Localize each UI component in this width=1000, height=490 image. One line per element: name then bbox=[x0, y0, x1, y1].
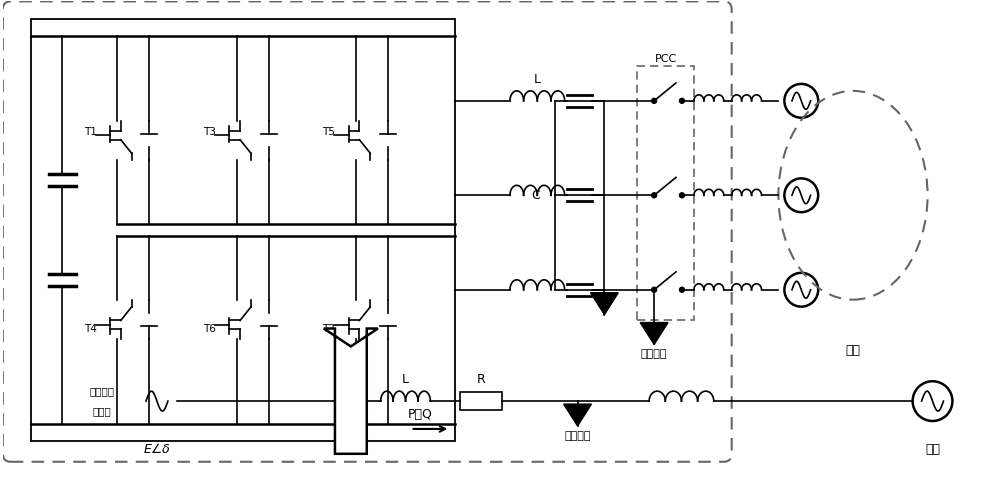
Circle shape bbox=[679, 193, 684, 198]
Polygon shape bbox=[129, 307, 134, 313]
Polygon shape bbox=[367, 148, 373, 153]
Text: 本地负荷: 本地负荷 bbox=[641, 349, 667, 359]
Text: T3: T3 bbox=[203, 126, 216, 137]
Circle shape bbox=[652, 287, 657, 292]
Circle shape bbox=[652, 98, 657, 103]
Text: T5: T5 bbox=[323, 126, 335, 137]
Polygon shape bbox=[324, 328, 378, 454]
Polygon shape bbox=[590, 293, 618, 315]
Polygon shape bbox=[129, 148, 134, 153]
Text: 本地负荷: 本地负荷 bbox=[564, 431, 591, 441]
Text: E∠δ: E∠δ bbox=[144, 443, 170, 456]
Polygon shape bbox=[261, 313, 277, 326]
Text: T4: T4 bbox=[84, 323, 97, 334]
Text: P、Q: P、Q bbox=[408, 408, 433, 421]
Circle shape bbox=[652, 193, 657, 198]
Polygon shape bbox=[640, 322, 668, 344]
Polygon shape bbox=[564, 404, 591, 426]
Polygon shape bbox=[261, 134, 277, 147]
Text: R: R bbox=[477, 373, 485, 386]
Text: PCC: PCC bbox=[654, 54, 677, 64]
Text: T6: T6 bbox=[203, 323, 216, 334]
Polygon shape bbox=[248, 307, 254, 313]
Text: L: L bbox=[402, 373, 409, 386]
Bar bbox=[637, 66, 694, 319]
Circle shape bbox=[679, 287, 684, 292]
Polygon shape bbox=[380, 313, 396, 326]
Polygon shape bbox=[141, 313, 157, 326]
Text: L: L bbox=[534, 73, 541, 86]
Bar bbox=[31, 19, 455, 441]
Polygon shape bbox=[380, 134, 396, 147]
Polygon shape bbox=[248, 148, 254, 153]
Text: 发电机: 发电机 bbox=[93, 406, 112, 416]
Text: 电网: 电网 bbox=[925, 443, 940, 456]
Polygon shape bbox=[367, 307, 373, 313]
Text: T1: T1 bbox=[84, 126, 97, 137]
Text: C: C bbox=[531, 189, 540, 202]
Polygon shape bbox=[141, 134, 157, 147]
Bar bbox=[460, 392, 502, 410]
Circle shape bbox=[679, 98, 684, 103]
Text: 电网: 电网 bbox=[845, 344, 860, 357]
Text: T2: T2 bbox=[323, 323, 335, 334]
Text: 虚拟同步: 虚拟同步 bbox=[90, 386, 115, 396]
